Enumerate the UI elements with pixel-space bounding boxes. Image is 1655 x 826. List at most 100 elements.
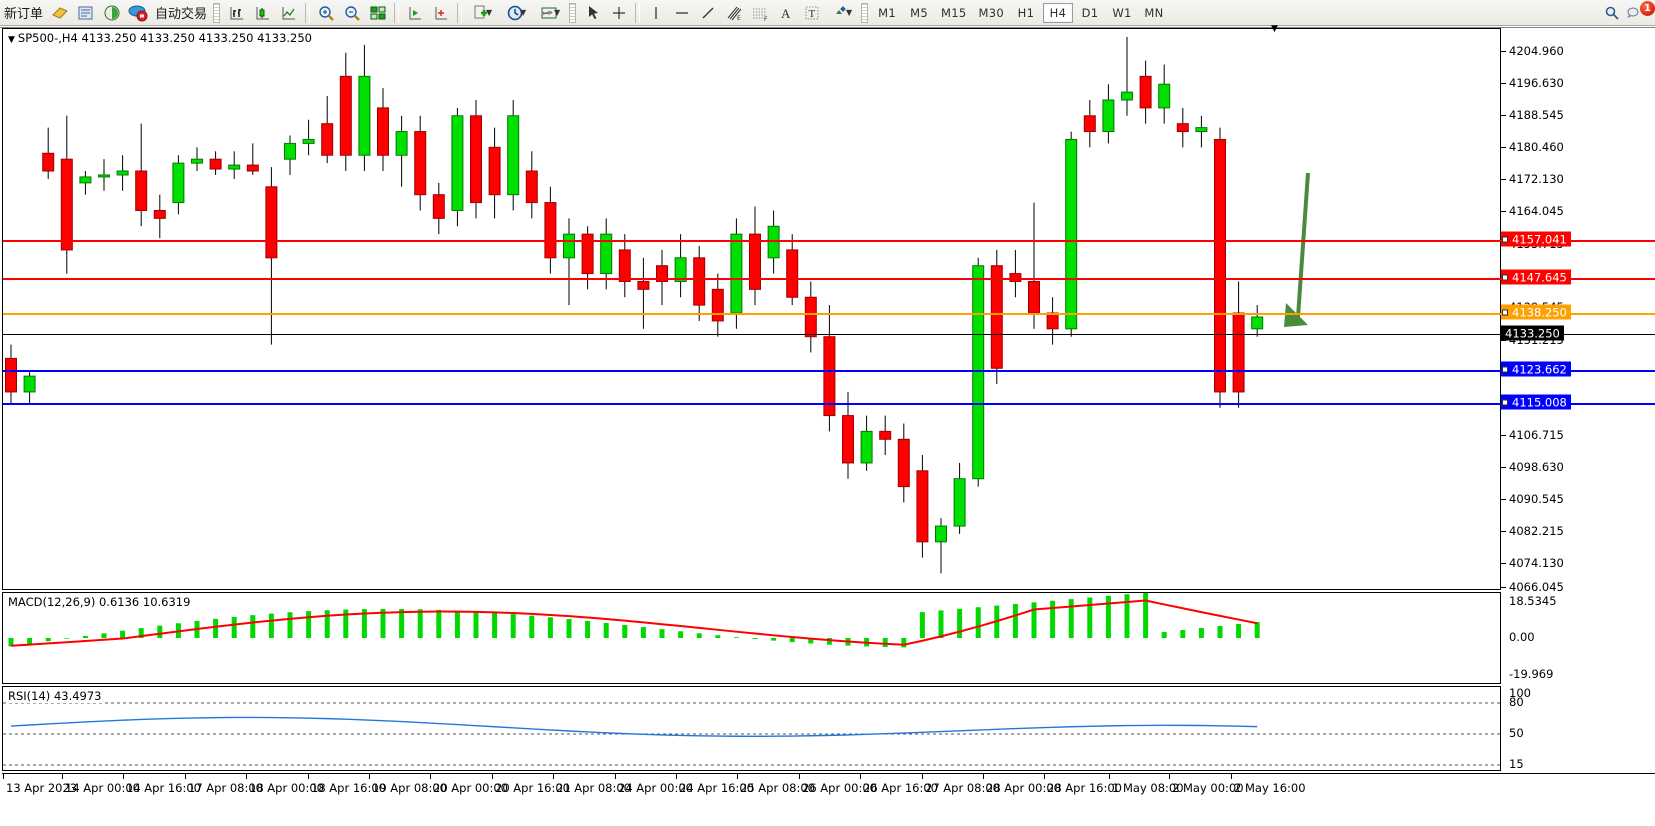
symbol-dropdown-icon[interactable]: ▼ <box>8 35 15 45</box>
rsi-plot[interactable] <box>3 687 1655 770</box>
level-line-support[interactable] <box>3 370 1655 372</box>
chevron-down-icon[interactable]: ▼ <box>519 8 527 17</box>
level-handle[interactable] <box>1502 274 1508 280</box>
tile-windows-icon[interactable] <box>365 1 391 25</box>
time-tick <box>615 774 616 779</box>
crosshair-icon[interactable] <box>606 1 632 25</box>
macd-axis[interactable]: 18.5345 0.00 -19.969 <box>1500 592 1655 684</box>
time-label: 18 Apr 00:00 <box>249 781 324 795</box>
alerts-icon[interactable]: 1 <box>1625 0 1655 25</box>
level-line-resistance[interactable] <box>3 240 1655 242</box>
level-line-resistance[interactable] <box>3 278 1655 280</box>
symbol-header-text: SP500-,H4 4133.250 4133.250 4133.250 413… <box>17 31 312 45</box>
timeframe-mn-button[interactable]: MN <box>1144 5 1164 20</box>
period-icon[interactable]: ▼ <box>499 1 533 25</box>
level-handle[interactable] <box>1502 399 1508 405</box>
shift-end-icon[interactable] <box>402 1 428 25</box>
rsi-label: RSI(14) 43.4973 <box>8 689 105 703</box>
level-line-support[interactable] <box>3 403 1655 405</box>
symbol-header: ▼ SP500-,H4 4133.250 4133.250 4133.250 41… <box>8 31 315 45</box>
equidistant-channel-icon[interactable]: E <box>721 1 747 25</box>
time-axis[interactable]: 13 Apr 2023 14 Apr 00:00 14 Apr 16:00 17 Ap… <box>2 773 1655 800</box>
profile-icon[interactable] <box>47 1 73 25</box>
toolbar-grip[interactable] <box>213 2 221 23</box>
shapes-icon[interactable]: ▼ <box>825 1 859 25</box>
price-tag-support[interactable]: 4123.662 <box>1501 361 1571 377</box>
fibonacci-icon[interactable]: F <box>747 1 773 25</box>
timeframe-m1-button[interactable]: M1 <box>878 5 896 20</box>
autotrade-icon[interactable] <box>125 1 151 25</box>
templates-icon[interactable]: ▼ <box>533 1 567 25</box>
level-handle[interactable] <box>1502 366 1508 372</box>
price-tick: 4172.130 <box>1501 172 1564 186</box>
chart-area[interactable]: ▼ ▼ SP500-,H4 4133.250 4133.250 4133.250 … <box>0 24 1655 800</box>
time-tick <box>799 774 800 779</box>
macd-plot[interactable] <box>3 593 1655 683</box>
rsi-series <box>3 702 1501 766</box>
new-order-button[interactable]: 新订单 <box>4 7 44 22</box>
time-label: 20 Apr 16:00 <box>495 781 570 795</box>
time-tick <box>1109 774 1110 779</box>
vline-icon[interactable] <box>643 1 669 25</box>
level-handle[interactable] <box>1502 236 1508 242</box>
level-line-current-price[interactable] <box>3 334 1655 335</box>
candle-body <box>525 170 538 204</box>
svg-text:E: E <box>737 15 741 22</box>
toolbar-grip[interactable] <box>569 2 577 23</box>
time-tick <box>3 774 4 779</box>
cursor-icon[interactable] <box>580 1 606 25</box>
trendline-icon[interactable] <box>695 1 721 25</box>
downtrend-arrow-annotation[interactable] <box>1284 172 1310 327</box>
rsi-axis[interactable]: 100 80 50 15 <box>1500 686 1655 771</box>
text-label-icon[interactable]: T <box>799 1 825 25</box>
data-window-icon[interactable] <box>73 1 99 25</box>
candle-body <box>953 478 966 527</box>
chart-shift-marker-icon[interactable]: ▼ <box>1271 24 1278 34</box>
price-tag-pivot[interactable]: 4138.250 <box>1501 304 1571 320</box>
chevron-down-icon[interactable]: ▼ <box>485 8 493 17</box>
zoom-out-icon[interactable] <box>339 1 365 25</box>
rsi-line <box>10 716 1258 737</box>
price-plot[interactable] <box>3 29 1655 589</box>
line-chart-icon[interactable] <box>276 1 302 25</box>
bar-chart-icon[interactable] <box>224 1 250 25</box>
rsi-pane[interactable]: RSI(14) 43.4973 <box>2 686 1655 771</box>
timeframe-m15-button[interactable]: M15 <box>941 5 967 20</box>
auto-scroll-icon[interactable] <box>428 1 454 25</box>
timeframe-h4-button[interactable]: H4 <box>1042 2 1073 23</box>
chevron-down-icon[interactable]: ▼ <box>553 8 561 17</box>
candle-body <box>786 249 799 298</box>
candle-body <box>581 233 594 275</box>
candle-body <box>507 115 520 196</box>
candle-body <box>1028 280 1040 314</box>
macd-pane[interactable]: MACD(12,26,9) 0.6136 10.6319 <box>2 592 1655 684</box>
text-icon[interactable]: A <box>773 1 799 25</box>
price-tick: 4180.460 <box>1501 140 1564 154</box>
candle-body <box>153 209 166 219</box>
candle-body <box>1251 316 1264 330</box>
timeframe-w1-button[interactable]: W1 <box>1112 5 1132 20</box>
chevron-down-icon[interactable]: ▼ <box>845 8 853 17</box>
price-tag-resistance[interactable]: 4157.041 <box>1501 231 1571 247</box>
zoom-in-icon[interactable] <box>313 1 339 25</box>
search-icon[interactable] <box>1599 1 1625 25</box>
candle-body <box>79 176 92 184</box>
price-tag-resistance[interactable]: 4147.645 <box>1501 269 1571 285</box>
hline-icon[interactable] <box>669 1 695 25</box>
navigator-icon[interactable] <box>99 1 125 25</box>
timeframe-m30-button[interactable]: M30 <box>978 5 1004 20</box>
price-axis[interactable]: 4204.960 4196.630 4188.545 4180.460 4172.130… <box>1500 28 1655 594</box>
candlestick-chart-icon[interactable] <box>250 1 276 25</box>
timeframe-m5-button[interactable]: M5 <box>910 5 928 20</box>
toolbar-grip[interactable] <box>861 2 869 23</box>
price-tag-current-price[interactable]: 4133.250 <box>1501 325 1564 341</box>
timeframe-d1-button[interactable]: D1 <box>1081 5 1099 20</box>
autotrade-button[interactable]: 自动交易 <box>155 7 208 22</box>
timeframe-h1-button[interactable]: H1 <box>1017 5 1035 20</box>
price-tag-support[interactable]: 4115.008 <box>1501 394 1571 410</box>
price-pane[interactable]: ▼ SP500-,H4 4133.250 4133.250 4133.250 41… <box>2 28 1655 590</box>
price-tick: 4106.715 <box>1501 428 1564 442</box>
level-handle[interactable] <box>1502 309 1508 315</box>
indicators-icon[interactable]: ▼ <box>465 1 499 25</box>
level-line-pivot[interactable] <box>3 313 1655 315</box>
